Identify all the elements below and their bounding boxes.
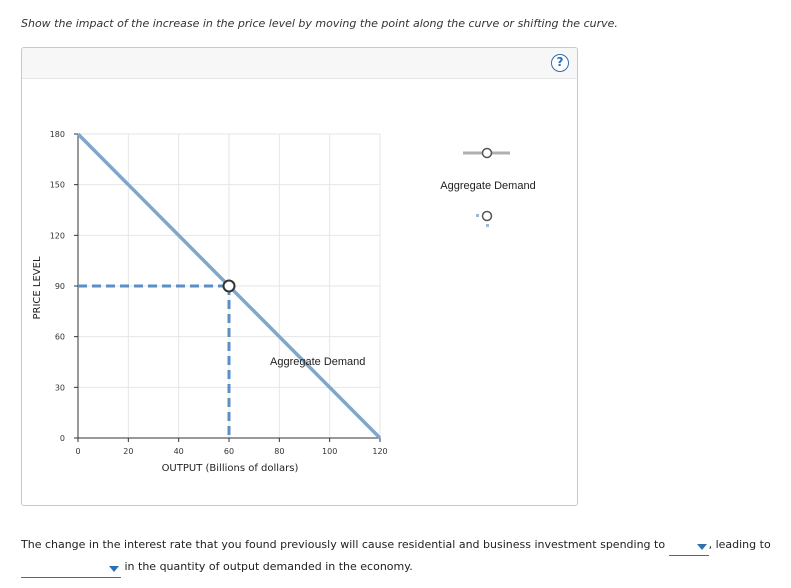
x-tick-label: 60 [224,447,234,456]
y-tick-label: 30 [55,383,65,392]
y-tick-label: 60 [55,333,65,342]
x-tick-label: 80 [274,447,284,456]
x-tick-label: 20 [123,447,133,456]
x-axis-title: OUTPUT (Billions of dollars) [162,463,299,474]
legend-label-aggregate-demand: Aggregate Demand [440,180,535,192]
question-part2: , leading to [708,538,771,551]
y-axis-title: PRICE LEVEL [32,256,43,319]
output-change-dropdown[interactable] [21,561,121,578]
labels: OUTPUT (Billions of dollars) PRICE LEVEL… [32,256,365,474]
help-icon[interactable]: ? [551,54,569,72]
series [76,132,382,440]
y-tick-label: 180 [50,130,65,139]
y-tick-label: 120 [50,231,65,240]
chevron-down-icon [109,566,119,572]
question-part3: in the quantity of output demanded in th… [124,560,413,573]
x-tick-label: 0 [75,447,80,456]
curve-label: Aggregate Demand [270,356,365,368]
legend-item-aggregate-demand[interactable] [463,147,510,159]
x-tick-label: 40 [174,447,184,456]
y-tick-label: 90 [55,282,65,291]
x-tick-label: 100 [322,447,337,456]
axes: 0 20 40 60 80 100 120 0 30 60 90 120 150 180 [50,130,388,456]
legend: Aggregate Demand [440,147,536,228]
graph-panel: ? [21,47,578,506]
x-tick-label: 120 [372,447,387,456]
legend-dash-icon [476,214,479,217]
legend-dash-icon-vertical [486,224,489,227]
legend-circle-icon [481,147,493,159]
instruction-text: Show the impact of the increase in the p… [21,17,618,30]
y-tick-label: 150 [50,181,65,190]
panel-toolbar: ? [22,48,577,79]
y-tick-label: 0 [60,434,65,443]
chevron-down-icon [696,544,707,550]
legend-item-point[interactable] [476,210,493,228]
question-part1: The change in the interest rate that you… [21,538,666,551]
investment-dropdown[interactable] [668,539,709,556]
legend-point-icon [481,210,493,222]
question-text: The change in the interest rate that you… [21,534,791,578]
equilibrium-point[interactable] [222,279,236,293]
